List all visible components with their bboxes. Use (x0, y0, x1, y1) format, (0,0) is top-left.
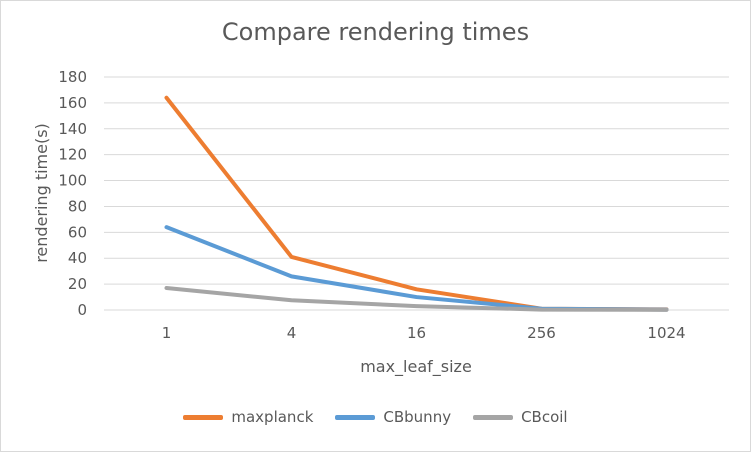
series-line-CBcoil (164, 285, 669, 312)
legend-label: maxplanck (231, 408, 314, 426)
x-tick-label: 4 (287, 324, 297, 342)
series-line-maxplanck (164, 95, 669, 312)
y-tick-label: 160 (58, 94, 87, 112)
y-tick-label: 120 (58, 146, 87, 164)
legend-item-CBcoil: CBcoil (473, 408, 568, 426)
y-tick-label: 180 (58, 68, 87, 86)
x-axis-label: max_leaf_size (360, 357, 472, 377)
legend-label: CBbunny (383, 408, 452, 426)
chart-legend: maxplanck CBbunny CBcoil (0, 408, 751, 426)
y-tick-label: 100 (58, 172, 87, 190)
x-tick-label: 16 (407, 324, 426, 342)
legend-swatch (335, 414, 376, 420)
y-tick-label: 80 (68, 197, 87, 215)
legend-item-CBbunny: CBbunny (335, 408, 451, 426)
y-tick-label: 40 (68, 249, 87, 267)
chart-title: Compare rendering times (221, 18, 530, 46)
y-tick-label: 60 (68, 223, 87, 241)
y-tick-label: 140 (58, 120, 87, 138)
y-tick-label: 0 (77, 301, 87, 319)
legend-label: CBcoil (521, 408, 568, 426)
legend-item-maxplanck: maxplanck (183, 408, 313, 426)
x-tick-label: 256 (527, 324, 556, 342)
x-tick-label: 1024 (647, 324, 685, 342)
y-axis-label: rendering time(s) (32, 123, 51, 263)
y-tick-label: 20 (68, 275, 87, 293)
legend-swatch (183, 414, 224, 420)
x-tick-label: 1 (162, 324, 172, 342)
legend-swatch (473, 414, 514, 420)
